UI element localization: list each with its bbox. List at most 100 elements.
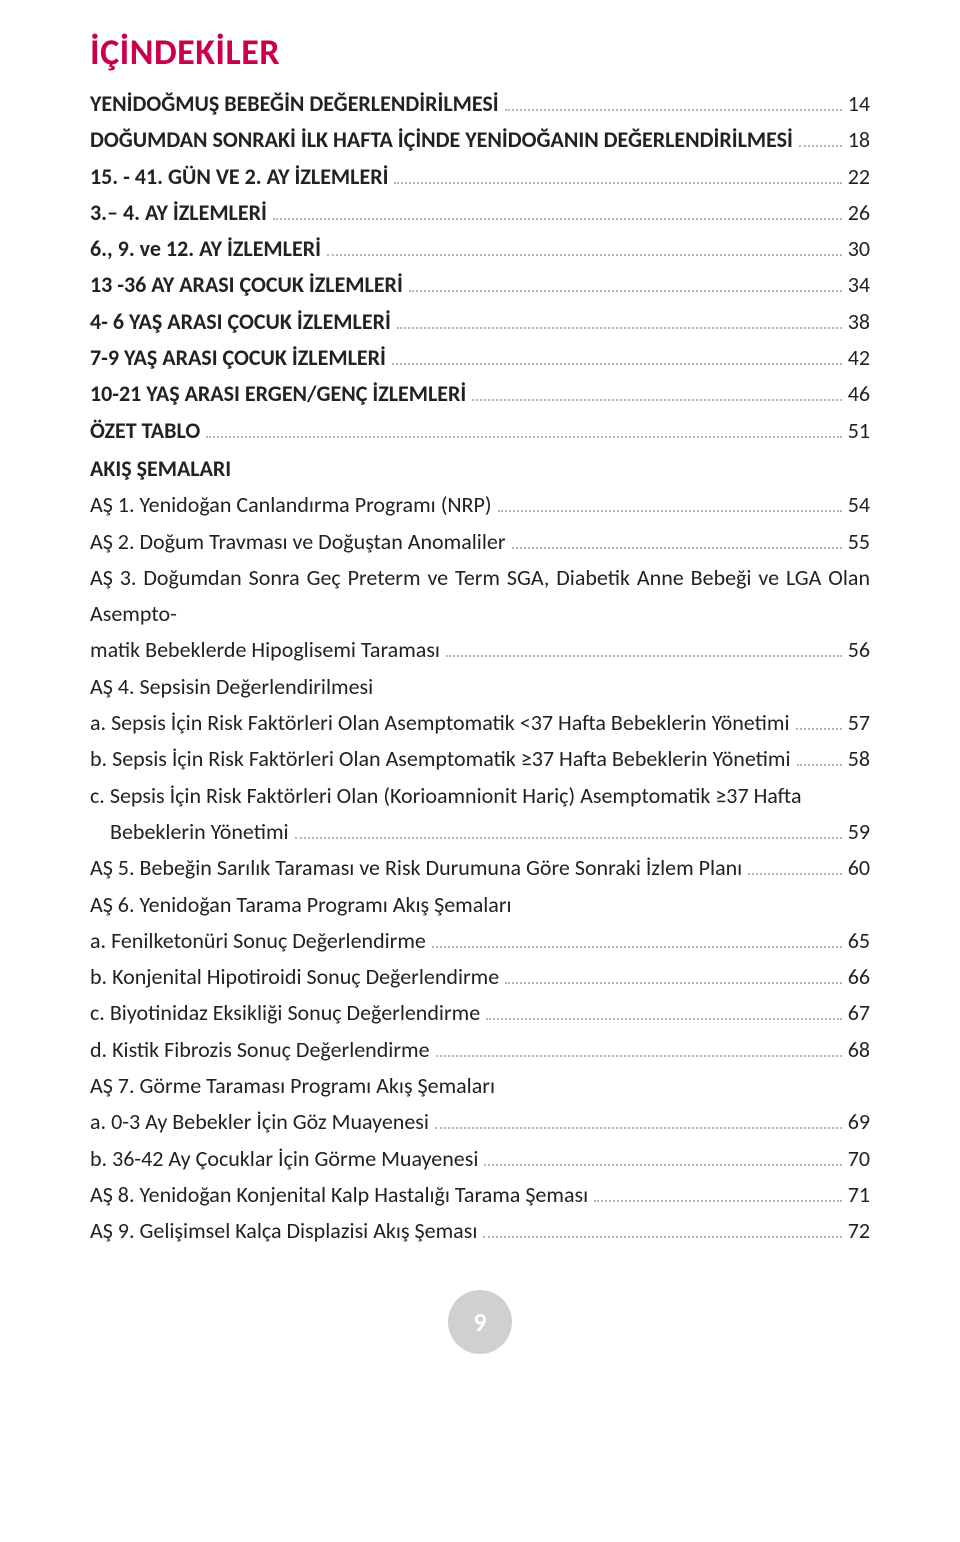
toc-label: YENİDOĞMUŞ BEBEĞİN DEĞERLENDİRİLMESİ xyxy=(90,86,499,122)
page-title: İÇİNDEKİLER xyxy=(90,30,870,74)
toc-page: 55 xyxy=(848,524,870,560)
toc-page: 22 xyxy=(848,159,870,195)
toc-page: 56 xyxy=(848,632,870,668)
toc-leader xyxy=(432,928,842,948)
toc-label: 13 -36 AY ARASI ÇOCUK İZLEMLERİ xyxy=(90,267,403,303)
toc-page: 69 xyxy=(848,1104,870,1140)
toc-row: 15. - 41. GÜN VE 2. AY İZLEMLERİ 22 xyxy=(90,159,870,195)
toc-row: a. Fenilketonüri Sonuç Değerlendirme 65 xyxy=(90,923,870,959)
toc-leader xyxy=(273,200,842,220)
toc-row-multiline: c. Sepsis İçin Risk Faktörleri Olan (Kor… xyxy=(90,778,870,851)
toc-page: 18 xyxy=(848,122,870,158)
toc-page: 57 xyxy=(848,705,870,741)
toc-row: AŞ 9. Gelişimsel Kalça Displazisi Akış Ş… xyxy=(90,1213,870,1249)
toc-leader xyxy=(394,164,841,184)
toc-label: b. 36-42 Ay Çocuklar İçin Görme Muayenes… xyxy=(90,1141,478,1177)
toc-page: 42 xyxy=(848,340,870,376)
toc-label: a. Sepsis İçin Risk Faktörleri Olan Asem… xyxy=(90,705,790,741)
toc-row: DOĞUMDAN SONRAKİ İLK HAFTA İÇİNDE YENİDO… xyxy=(90,122,870,158)
toc-label: 7-9 YAŞ ARASI ÇOCUK İZLEMLERİ xyxy=(90,340,386,376)
page-number-badge: 9 xyxy=(448,1290,512,1354)
section-heading-as6: AŞ 6. Yenidoğan Tarama Programı Akış Şem… xyxy=(90,887,870,923)
toc-page: 66 xyxy=(848,959,870,995)
toc-page: 65 xyxy=(848,923,870,959)
toc-label: 6., 9. ve 12. AY İZLEMLERİ xyxy=(90,231,321,267)
toc-label: AŞ 5. Bebeğin Sarılık Taraması ve Risk D… xyxy=(90,850,742,886)
toc-page: 60 xyxy=(848,850,870,886)
toc-row: 7-9 YAŞ ARASI ÇOCUK İZLEMLERİ 42 xyxy=(90,340,870,376)
toc-leader xyxy=(436,1037,842,1057)
toc-row: b. 36-42 Ay Çocuklar İçin Görme Muayenes… xyxy=(90,1141,870,1177)
toc-leader xyxy=(483,1218,841,1238)
toc-row-multiline: AŞ 3. Doğumdan Sonra Geç Preterm ve Term… xyxy=(90,560,870,669)
toc-label: AŞ 8. Yenidoğan Konjenital Kalp Hastalığ… xyxy=(90,1177,588,1213)
toc-leader xyxy=(327,236,842,256)
toc-row: YENİDOĞMUŞ BEBEĞİN DEĞERLENDİRİLMESİ 14 xyxy=(90,86,870,122)
toc-leader xyxy=(446,638,842,658)
toc-label: AŞ 2. Doğum Travması ve Doğuştan Anomali… xyxy=(90,524,506,560)
toc-row: a. Sepsis İçin Risk Faktörleri Olan Asem… xyxy=(90,705,870,741)
page-footer: 9 xyxy=(90,1290,870,1354)
toc-leader xyxy=(498,492,842,512)
toc-page: 68 xyxy=(848,1032,870,1068)
toc-row: 13 -36 AY ARASI ÇOCUK İZLEMLERİ 34 xyxy=(90,267,870,303)
toc-page: 54 xyxy=(848,487,870,523)
toc-row: ÖZET TABLO 51 xyxy=(90,413,870,449)
toc-label-line1: AŞ 3. Doğumdan Sonra Geç Preterm ve Term… xyxy=(90,560,870,633)
toc-row: AŞ 5. Bebeğin Sarılık Taraması ve Risk D… xyxy=(90,850,870,886)
toc-label: 10-21 YAŞ ARASI ERGEN/GENÇ İZLEMLERİ xyxy=(90,376,466,412)
toc-label: AŞ 9. Gelişimsel Kalça Displazisi Akış Ş… xyxy=(90,1213,477,1249)
toc-page: 46 xyxy=(848,376,870,412)
toc-page: 51 xyxy=(848,413,870,449)
toc-page: 26 xyxy=(848,195,870,231)
toc-row: 6., 9. ve 12. AY İZLEMLERİ 30 xyxy=(90,231,870,267)
toc-label: 15. - 41. GÜN VE 2. AY İZLEMLERİ xyxy=(90,159,388,195)
toc-leader xyxy=(295,819,842,839)
toc-label: d. Kistik Fibrozis Sonuç Değerlendirme xyxy=(90,1032,430,1068)
toc-leader xyxy=(796,710,842,730)
toc-row: AŞ 1. Yenidoğan Canlandırma Programı (NR… xyxy=(90,487,870,523)
toc-label: c. Biyotinidaz Eksikliği Sonuç Değerlend… xyxy=(90,995,480,1031)
toc-page: 58 xyxy=(848,741,870,777)
toc-leader xyxy=(512,529,842,549)
toc-label: 3.– 4. AY İZLEMLERİ xyxy=(90,195,267,231)
toc-label: DOĞUMDAN SONRAKİ İLK HAFTA İÇİNDE YENİDO… xyxy=(90,122,793,158)
toc-leader xyxy=(409,273,842,293)
toc-leader xyxy=(472,382,841,402)
toc-leader xyxy=(797,747,842,767)
toc-label: ÖZET TABLO xyxy=(90,413,200,449)
toc-leader xyxy=(206,418,841,438)
toc-label: b. Konjenital Hipotiroidi Sonuç Değerlen… xyxy=(90,959,499,995)
toc-leader xyxy=(486,1001,842,1021)
toc-label-line2: Bebeklerin Yönetimi xyxy=(110,814,289,850)
toc-row: b. Konjenital Hipotiroidi Sonuç Değerlen… xyxy=(90,959,870,995)
toc-leader xyxy=(484,1146,841,1166)
toc-page: 71 xyxy=(848,1177,870,1213)
toc-row: 10-21 YAŞ ARASI ERGEN/GENÇ İZLEMLERİ 46 xyxy=(90,376,870,412)
document-page: İÇİNDEKİLER YENİDOĞMUŞ BEBEĞİN DEĞERLEND… xyxy=(0,0,960,1394)
toc-row: c. Biyotinidaz Eksikliği Sonuç Değerlend… xyxy=(90,995,870,1031)
toc-row: d. Kistik Fibrozis Sonuç Değerlendirme 6… xyxy=(90,1032,870,1068)
toc-label-line2: matik Bebeklerde Hipoglisemi Taraması xyxy=(90,632,440,668)
toc-label: a. 0-3 Ay Bebekler İçin Göz Muayenesi xyxy=(90,1104,429,1140)
toc-page: 38 xyxy=(848,304,870,340)
toc-leader xyxy=(799,128,842,148)
toc-leader xyxy=(397,309,842,329)
toc-row: 4- 6 YAŞ ARASI ÇOCUK İZLEMLERİ 38 xyxy=(90,304,870,340)
toc-row: a. 0-3 Ay Bebekler İçin Göz Muayenesi 69 xyxy=(90,1104,870,1140)
toc-page: 70 xyxy=(848,1141,870,1177)
toc-leader xyxy=(748,855,841,875)
toc-page: 67 xyxy=(848,995,870,1031)
toc-row: b. Sepsis İçin Risk Faktörleri Olan Asem… xyxy=(90,741,870,777)
toc-row: AŞ 8. Yenidoğan Konjenital Kalp Hastalığ… xyxy=(90,1177,870,1213)
section-heading-as4: AŞ 4. Sepsisin Değerlendirilmesi xyxy=(90,669,870,705)
section-heading-as7: AŞ 7. Görme Taraması Programı Akış Şemal… xyxy=(90,1068,870,1104)
toc-label-line1: c. Sepsis İçin Risk Faktörleri Olan (Kor… xyxy=(90,778,870,814)
toc-page: 14 xyxy=(848,86,870,122)
toc-row: AŞ 2. Doğum Travması ve Doğuştan Anomali… xyxy=(90,524,870,560)
toc-leader xyxy=(505,964,841,984)
toc-label: b. Sepsis İçin Risk Faktörleri Olan Asem… xyxy=(90,741,791,777)
toc-page: 59 xyxy=(848,814,870,850)
toc-row: 3.– 4. AY İZLEMLERİ 26 xyxy=(90,195,870,231)
toc-page: 34 xyxy=(848,267,870,303)
